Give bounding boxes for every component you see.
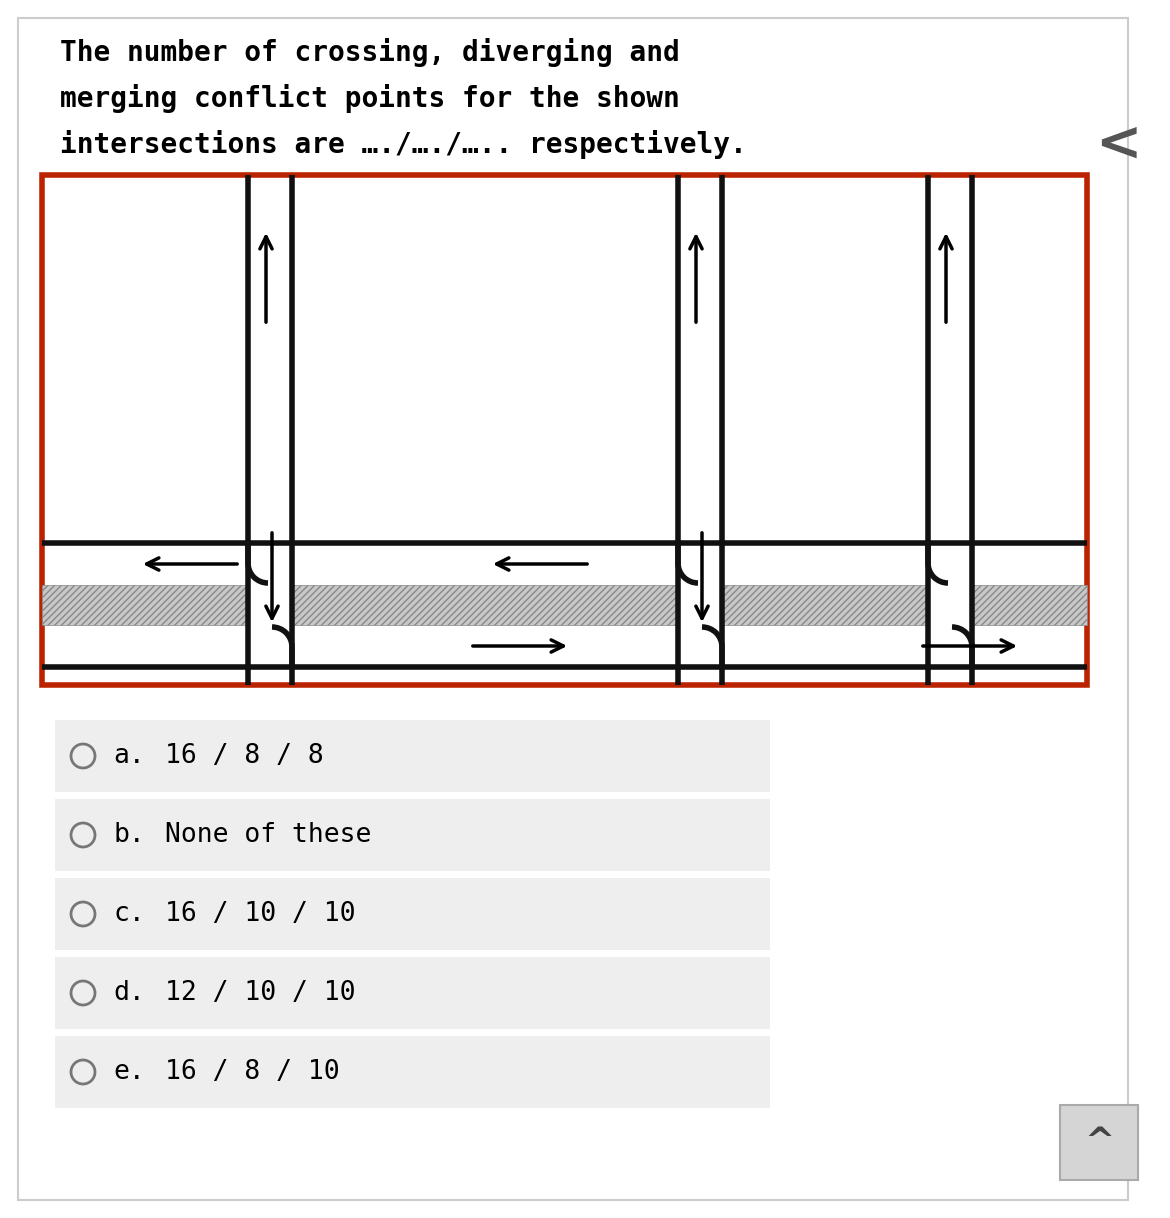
Bar bbox=[1060, 1105, 1138, 1180]
Text: 16 / 8 / 10: 16 / 8 / 10 bbox=[165, 1058, 339, 1085]
Text: d.: d. bbox=[113, 980, 145, 1006]
Bar bbox=[55, 1037, 770, 1108]
Text: merging conflict points for the shown: merging conflict points for the shown bbox=[60, 84, 680, 113]
Bar bbox=[55, 878, 770, 950]
Text: 16 / 10 / 10: 16 / 10 / 10 bbox=[165, 901, 356, 927]
Bar bbox=[928, 543, 972, 667]
Bar bbox=[55, 799, 770, 871]
Text: intersections are …./…./….. respectively.: intersections are …./…./….. respectively… bbox=[60, 130, 746, 160]
Text: 12 / 10 / 10: 12 / 10 / 10 bbox=[165, 980, 356, 1006]
Text: <: < bbox=[1095, 118, 1141, 172]
Bar bbox=[677, 543, 722, 667]
Bar bbox=[722, 585, 1087, 625]
Text: The number of crossing, diverging and: The number of crossing, diverging and bbox=[60, 38, 680, 67]
Text: e.: e. bbox=[113, 1058, 145, 1085]
Text: a.: a. bbox=[113, 743, 145, 769]
Text: c.: c. bbox=[113, 901, 145, 927]
Bar bbox=[55, 957, 770, 1029]
Text: ^: ^ bbox=[1083, 1125, 1114, 1160]
Text: b.: b. bbox=[113, 822, 145, 848]
Bar bbox=[42, 585, 677, 625]
Bar bbox=[42, 175, 1087, 685]
Text: 16 / 8 / 8: 16 / 8 / 8 bbox=[165, 743, 324, 769]
Text: None of these: None of these bbox=[165, 822, 371, 848]
Bar bbox=[55, 720, 770, 792]
Bar bbox=[248, 543, 292, 667]
